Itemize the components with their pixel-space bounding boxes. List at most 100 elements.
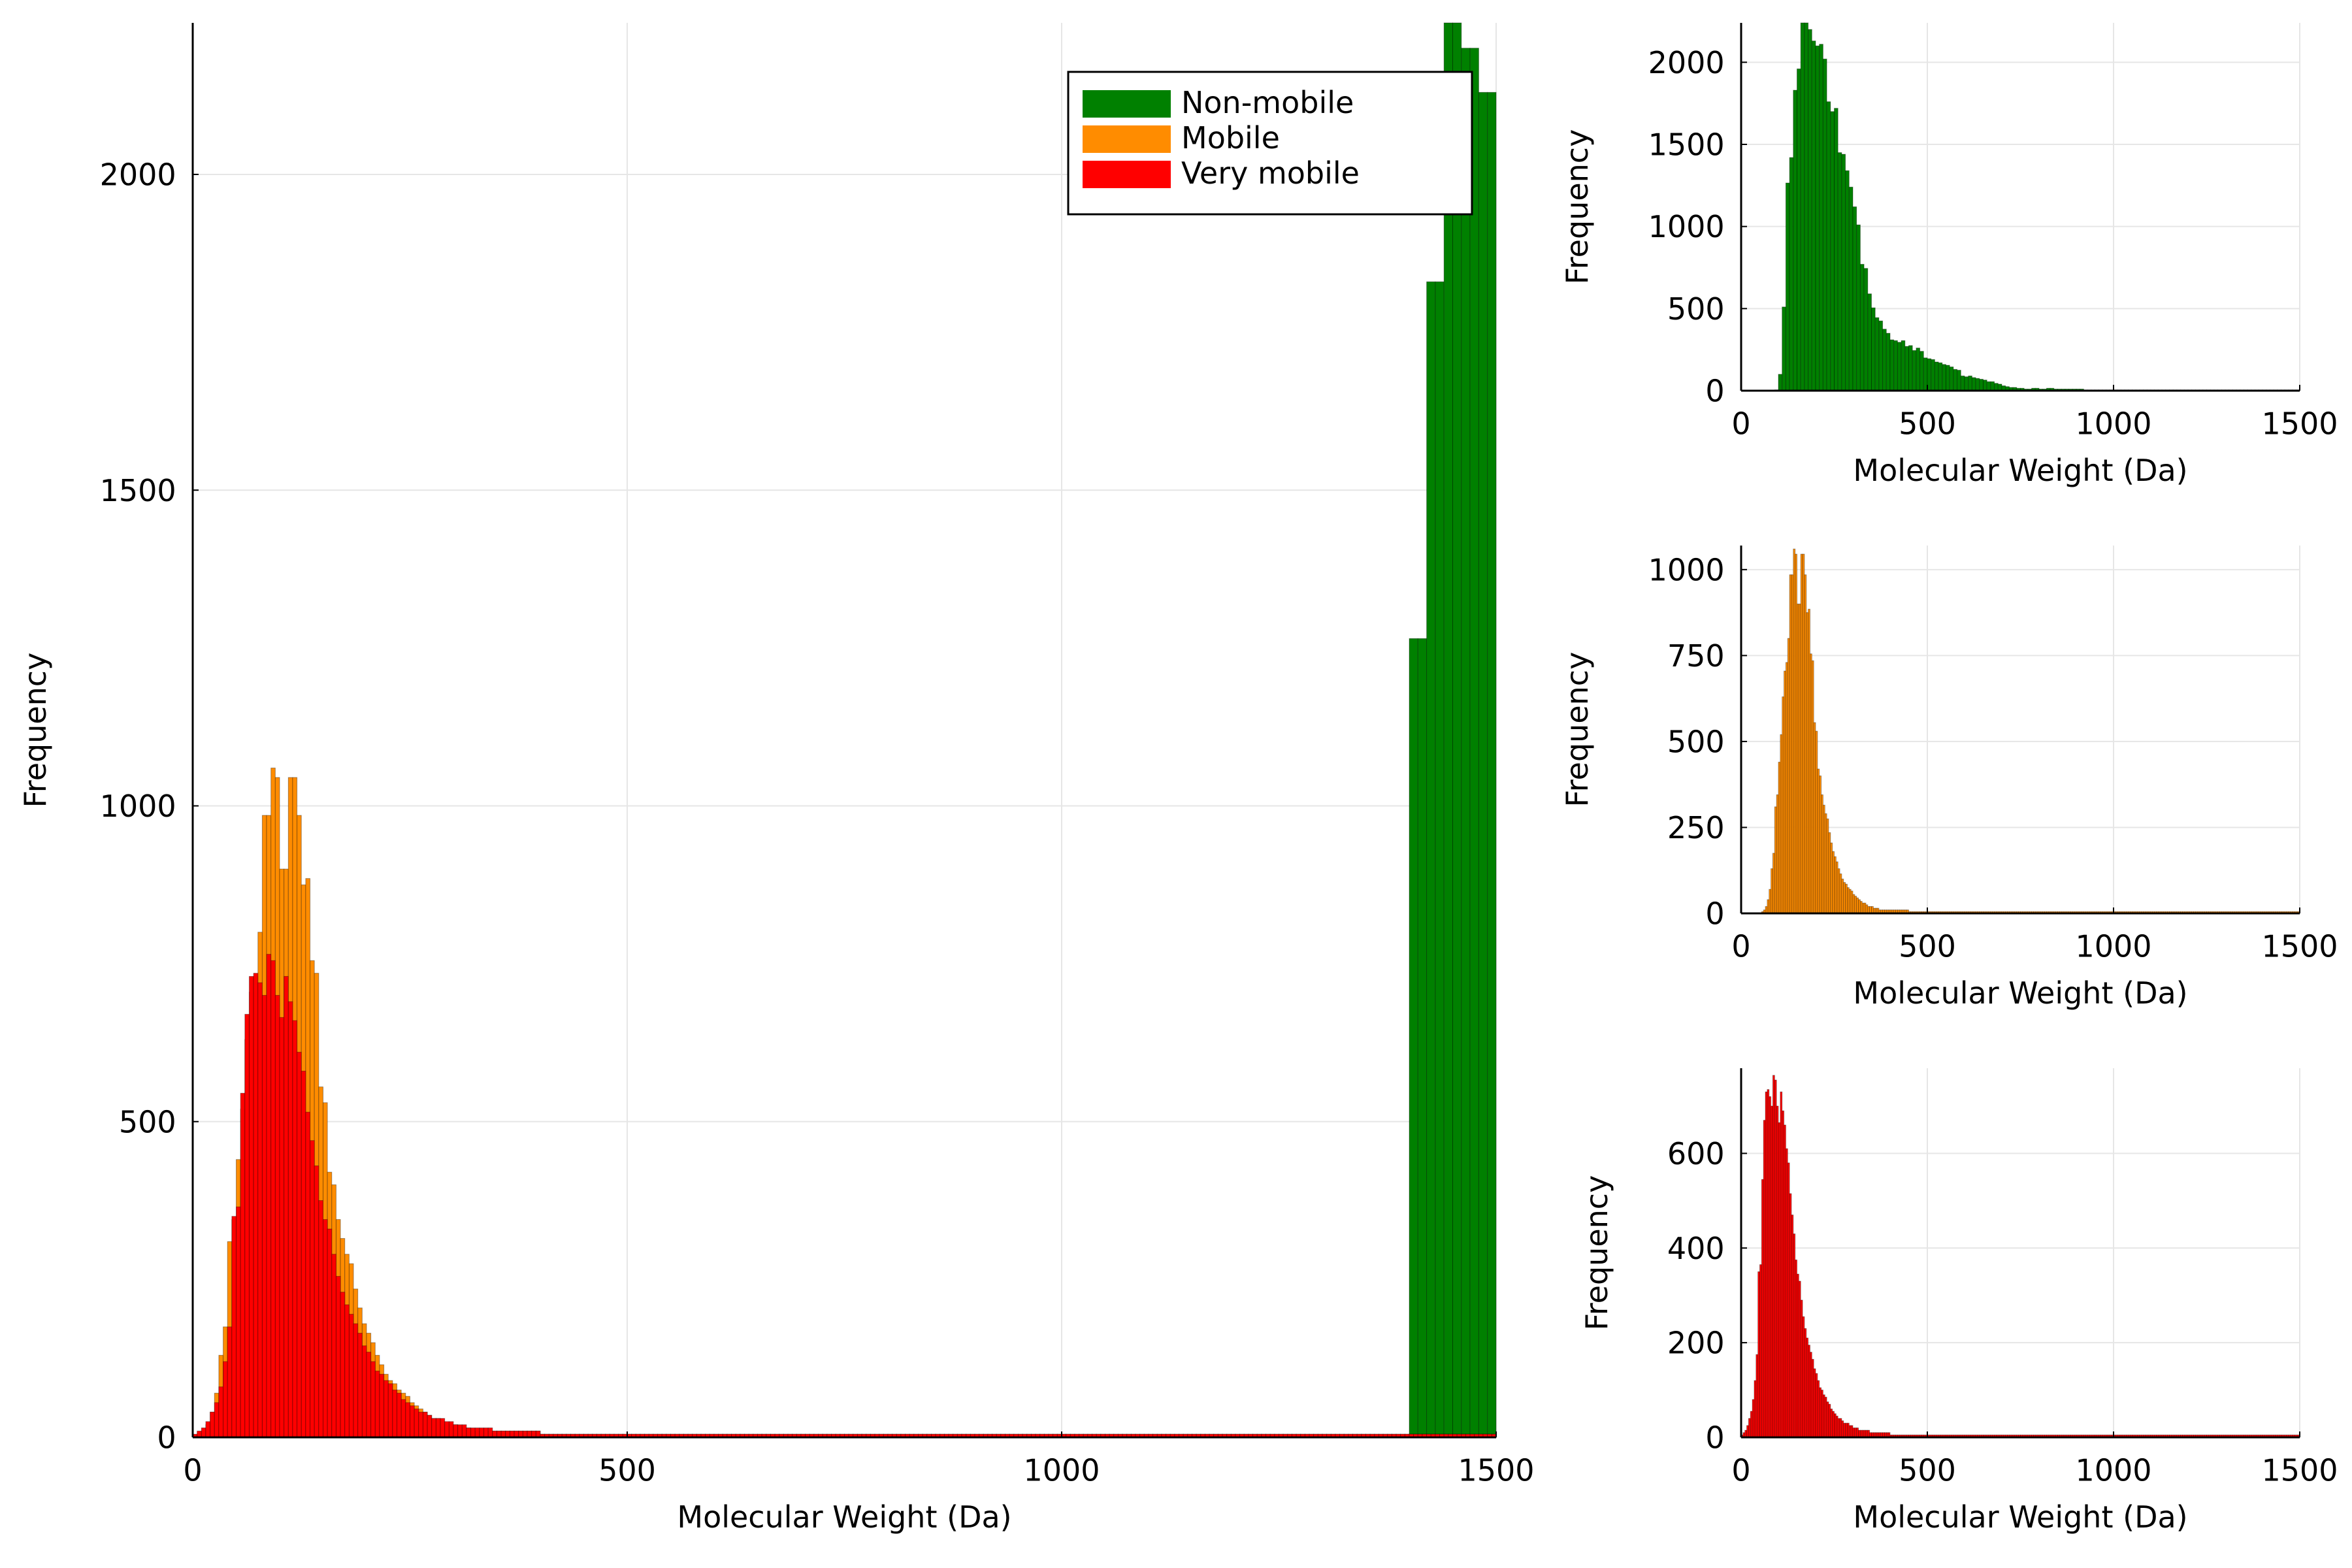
histogram-bar	[379, 1373, 385, 1438]
histogram-bar	[348, 1314, 354, 1438]
y-tick-label: 500	[1667, 724, 1725, 759]
histogram-bar	[1971, 377, 1976, 391]
main-histogram-panel: 0 500 1000 1500 0 500 1000 1500 2000 Molecular We…	[18, 22, 1535, 1535]
histogram-bar	[1797, 68, 1801, 391]
x-tick-label: 0	[1731, 1453, 1750, 1488]
histogram-bar	[1901, 340, 1906, 391]
histogram-bar	[310, 1140, 315, 1438]
histogram-bar	[1778, 374, 1783, 391]
histogram-bar	[400, 1399, 406, 1438]
histogram-bar	[266, 954, 272, 1438]
histogram-bar	[1957, 370, 1961, 391]
y-tick-label: 2000	[100, 157, 176, 193]
histogram-bar	[287, 1001, 293, 1438]
histogram-bar	[422, 1411, 428, 1438]
histogram-bar	[392, 1390, 398, 1438]
histogram-bar	[1867, 293, 1872, 391]
histogram-bar	[353, 1323, 359, 1438]
histogram-bar	[1834, 108, 1838, 391]
histogram-bar	[1863, 268, 1869, 391]
non-mobile-histogram-panel: 0 500 1000 1500 0 500 1000 1500 2000 Molecular We…	[1560, 22, 2338, 488]
histogram-bar	[1994, 383, 1999, 391]
histogram-bar	[1997, 384, 2002, 391]
histogram-bar	[1897, 342, 1902, 391]
histogram-bar	[1916, 348, 1921, 391]
y-tick-label: 1000	[1648, 209, 1725, 244]
histogram-bar	[1819, 44, 1823, 391]
histogram-bar	[279, 1017, 285, 1438]
histogram-bar	[1443, 22, 1453, 1438]
histogram-bar	[335, 1276, 341, 1438]
histogram-bar	[244, 1013, 250, 1438]
histogram-bar	[1845, 170, 1850, 391]
histogram-bar	[1882, 329, 1887, 391]
histogram-bar	[292, 1020, 298, 1438]
histogram-bar	[1830, 111, 1835, 391]
histogram-bar	[1878, 320, 1884, 391]
histogram-bar	[1871, 307, 1876, 391]
histogram-bar	[1874, 317, 1880, 391]
histogram-bar	[270, 960, 276, 1438]
histogram-bar	[483, 1428, 489, 1438]
histogram-bar	[1889, 339, 1895, 391]
histogram-bar	[1804, 22, 1809, 391]
y-tick-label: 400	[1667, 1231, 1725, 1266]
histogram-bar	[1815, 45, 1820, 391]
histogram-bar	[1808, 29, 1812, 391]
histogram-bar	[248, 975, 254, 1438]
histogram-bar	[1886, 333, 1891, 391]
histogram-bar	[1822, 58, 1827, 391]
histogram-bar	[1968, 375, 1972, 391]
histogram-bar	[1942, 364, 1947, 391]
y-tick-label: 750	[1667, 638, 1725, 674]
histogram-bar	[323, 1219, 328, 1438]
histogram-bar	[440, 1418, 446, 1438]
histogram-bar	[1934, 361, 1939, 391]
x-tick-label: 500	[1899, 406, 1956, 442]
histogram-bar	[1487, 91, 1497, 1438]
histogram-bar	[284, 975, 289, 1438]
histogram-bar	[318, 1200, 324, 1438]
histogram-bar	[1800, 22, 1805, 391]
histogram-bar	[1859, 263, 1865, 391]
histogram-bar	[1919, 351, 1924, 391]
x-tick-label: 0	[1731, 929, 1750, 964]
histogram-bar	[357, 1333, 363, 1438]
histogram-bar	[1852, 206, 1857, 391]
x-tick-label: 500	[598, 1453, 656, 1488]
histogram-bar	[1848, 186, 1854, 391]
y-tick-label: 500	[119, 1104, 176, 1139]
histogram-bar	[1793, 90, 1798, 391]
y-axis-label: Frequency	[18, 653, 53, 808]
histogram-bar	[1826, 101, 1831, 391]
histogram-bar	[1946, 365, 1950, 391]
histogram-bar	[1409, 638, 1418, 1438]
histogram-bar	[1908, 345, 1913, 391]
x-axis-label: Molecular Weight (Da)	[1853, 1499, 2187, 1535]
histogram-bar	[231, 1216, 237, 1438]
histogram-bar	[331, 1254, 336, 1438]
x-tick-label: 1000	[2075, 406, 2151, 442]
histogram-bar	[479, 1428, 485, 1438]
y-tick-label: 0	[1705, 896, 1724, 932]
histogram-bar	[1435, 281, 1445, 1438]
x-tick-label: 1500	[1458, 1453, 1534, 1488]
histogram-bar	[487, 1428, 493, 1438]
histogram-bar	[435, 1418, 441, 1438]
x-tick-label: 1500	[2261, 406, 2338, 442]
histogram-bar	[397, 1392, 402, 1438]
histogram-bar	[366, 1352, 372, 1438]
histogram-bar	[1931, 359, 1935, 391]
histogram-bar	[1904, 346, 1910, 391]
x-tick-label: 1000	[2075, 929, 2151, 964]
histogram-bar	[387, 1383, 393, 1438]
y-tick-label: 0	[1705, 374, 1724, 409]
y-tick-label: 600	[1667, 1136, 1725, 1171]
x-tick-label: 500	[1899, 929, 1956, 964]
legend-swatch	[1083, 125, 1171, 153]
histogram-bar	[1960, 375, 1965, 391]
histogram-bar	[361, 1345, 367, 1438]
y-tick-label: 2000	[1648, 45, 1725, 80]
histogram-bar	[1990, 381, 1995, 391]
histogram-bar	[214, 1402, 220, 1438]
